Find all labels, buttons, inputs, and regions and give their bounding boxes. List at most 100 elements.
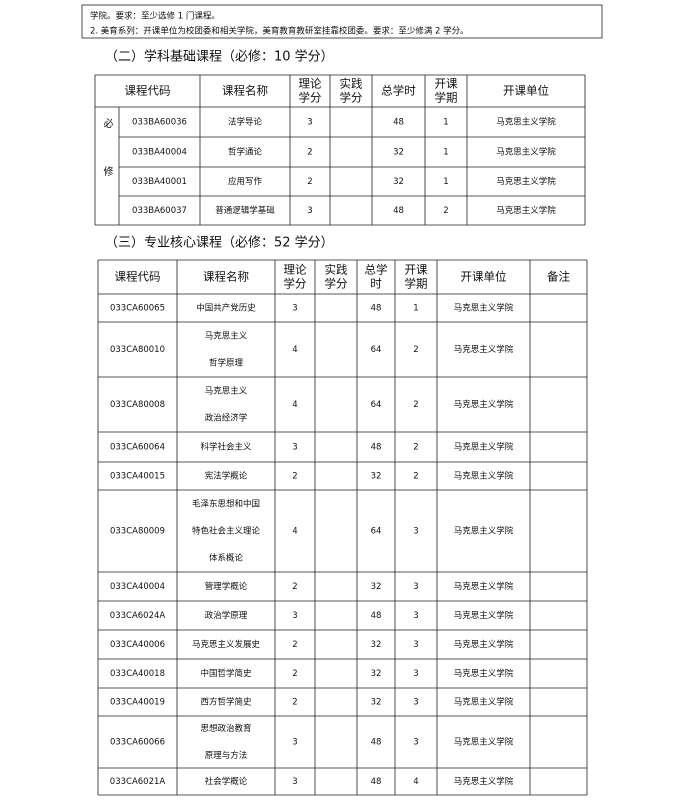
cell-hours: 32 — [393, 148, 404, 158]
cell-unit: 马克思主义学院 — [454, 471, 514, 482]
cell-term: 1 — [443, 177, 448, 187]
cell-hours: 48 — [371, 777, 382, 787]
header-cell: 开课单位 — [461, 270, 507, 284]
header-cell: 课程名称 — [203, 270, 249, 284]
cell-code: 033CA40004 — [110, 582, 165, 592]
cell-term: 2 — [413, 472, 418, 482]
cell-code: 033CA40018 — [110, 669, 165, 679]
cell-term: 2 — [413, 400, 418, 410]
cell-code: 033CA40015 — [110, 472, 165, 482]
cell-hours: 32 — [393, 177, 404, 187]
cell-theory: 4 — [292, 345, 297, 355]
course-name: 法学导论 — [228, 117, 263, 128]
cell-code: 033CA80010 — [110, 345, 165, 355]
cell-code: 033CA40006 — [110, 640, 165, 650]
course-name: 哲学通论 — [228, 147, 263, 158]
cell-theory: 3 — [307, 206, 312, 216]
cell-theory: 3 — [292, 304, 297, 314]
header-cell: 学分 — [340, 91, 363, 105]
course-name: 特色社会主义理论 — [192, 526, 261, 537]
cell-term: 1 — [413, 304, 418, 314]
cell-hours: 32 — [371, 582, 382, 592]
header-cell: 总学时 — [381, 84, 416, 98]
cell-unit: 马克思主义学院 — [496, 117, 556, 128]
header-cell: 开课单位 — [503, 84, 549, 98]
cell-term: 3 — [413, 669, 418, 679]
course-name: 宪法学概论 — [205, 471, 248, 482]
cell-unit: 马克思主义学院 — [454, 399, 514, 410]
course-name: 管理学概论 — [205, 581, 248, 592]
header-cell: 实践 — [325, 263, 348, 277]
cell-theory: 3 — [292, 777, 297, 787]
cell-term: 3 — [413, 582, 418, 592]
cell-unit: 马克思主义学院 — [454, 697, 514, 708]
cell-hours: 48 — [393, 118, 404, 128]
header-cell: 开课 — [405, 263, 428, 277]
course-name: 政治经济学 — [205, 413, 248, 424]
course-name: 体系概论 — [209, 553, 244, 564]
course-name: 普通逻辑学基础 — [215, 205, 275, 216]
header-cell: 备注 — [547, 270, 570, 284]
cell-hours: 48 — [371, 443, 382, 453]
cell-hours: 48 — [371, 611, 382, 621]
cell-unit: 马克思主义学院 — [454, 581, 514, 592]
header-cell: 学分 — [325, 277, 348, 291]
cell-code: 033BA40004 — [132, 148, 187, 158]
cell-hours: 32 — [371, 669, 382, 679]
cell-theory: 2 — [292, 472, 297, 482]
course-name: 应用写作 — [228, 176, 263, 187]
course-name: 政治学原理 — [205, 610, 248, 621]
header-cell: 课程代码 — [115, 270, 161, 284]
cell-hours: 48 — [371, 304, 382, 314]
cell-code: 033CA80008 — [110, 400, 165, 410]
cell-code: 033CA60066 — [110, 738, 165, 748]
cell-theory: 2 — [307, 177, 312, 187]
side-label: 必修 — [101, 117, 113, 214]
course-name: 马克思主义 — [205, 331, 248, 342]
cell-unit: 马克思主义学院 — [496, 176, 556, 187]
section-heading: （二）学科基础课程（必修：10 学分） — [105, 49, 334, 65]
cell-hours: 64 — [371, 345, 382, 355]
header-cell: 学分 — [284, 277, 307, 291]
cell-unit: 马克思主义学院 — [454, 526, 514, 537]
cell-code: 033CA60065 — [110, 304, 165, 314]
cell-unit: 马克思主义学院 — [454, 303, 514, 314]
intro-box — [81, 4, 603, 39]
cell-hours: 32 — [371, 472, 382, 482]
course-name: 社会学概论 — [205, 776, 248, 787]
intro-line: 2. 美育系列：开课单位为校团委和相关学院，美育教育教研室挂靠校团委。要求：至少… — [90, 26, 469, 37]
cell-hours: 64 — [371, 400, 382, 410]
intro-line: 学院。要求：至少选修 1 门课程。 — [90, 11, 220, 22]
header-cell: 学分 — [299, 91, 322, 105]
cell-unit: 马克思主义学院 — [454, 668, 514, 679]
cell-term: 2 — [413, 443, 418, 453]
course-name: 马克思主义发展史 — [192, 639, 261, 650]
cell-theory: 3 — [292, 611, 297, 621]
cell-theory: 3 — [292, 738, 297, 748]
cell-term: 3 — [413, 640, 418, 650]
course-name: 原理与方法 — [205, 750, 248, 761]
header-cell: 实践 — [340, 77, 363, 91]
cell-theory: 2 — [292, 640, 297, 650]
cell-unit: 马克思主义学院 — [454, 442, 514, 453]
section-heading: （三）专业核心课程（必修：52 学分） — [105, 235, 334, 251]
cell-code: 033BA40001 — [132, 177, 187, 187]
cell-code: 033CA80009 — [110, 527, 165, 537]
cell-theory: 2 — [292, 582, 297, 592]
cell-hours: 32 — [371, 640, 382, 650]
course-name: 哲学原理 — [209, 358, 244, 369]
course-name: 中国共产党历史 — [196, 303, 256, 314]
cell-unit: 马克思主义学院 — [496, 205, 556, 216]
cell-hours: 64 — [371, 527, 382, 537]
cell-theory: 4 — [292, 527, 297, 537]
course-name: 西方哲学简史 — [200, 697, 252, 708]
cell-theory: 2 — [292, 669, 297, 679]
cell-hours: 32 — [371, 698, 382, 708]
cell-theory: 4 — [292, 400, 297, 410]
cell-unit: 马克思主义学院 — [496, 147, 556, 158]
cell-theory: 3 — [292, 443, 297, 453]
header-cell: 课程名称 — [222, 84, 268, 98]
cell-theory: 2 — [292, 698, 297, 708]
cell-unit: 马克思主义学院 — [454, 737, 514, 748]
